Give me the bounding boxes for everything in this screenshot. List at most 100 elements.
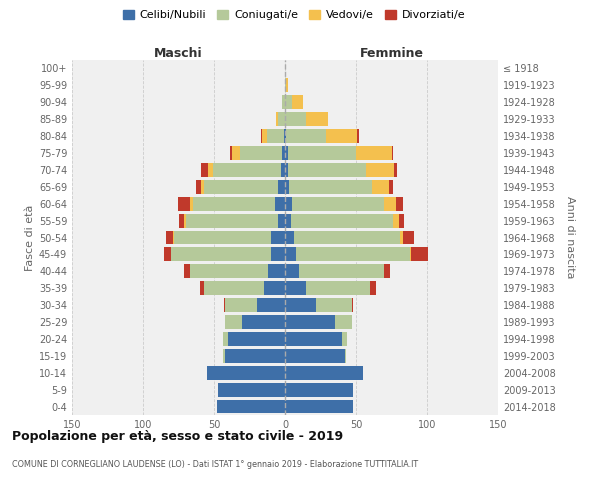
Bar <box>335 315 352 329</box>
Bar <box>285 248 296 262</box>
Bar <box>275 197 285 210</box>
Bar <box>285 400 353 413</box>
Bar <box>370 282 376 295</box>
Bar <box>264 282 285 295</box>
Bar <box>262 129 266 143</box>
Bar <box>307 282 370 295</box>
Bar <box>166 230 173 244</box>
Bar <box>208 163 212 177</box>
Bar <box>201 163 208 177</box>
Bar <box>284 129 285 143</box>
Bar <box>285 180 289 194</box>
Bar <box>277 112 278 126</box>
Bar <box>204 282 264 295</box>
Bar <box>278 112 285 126</box>
Bar <box>389 180 393 194</box>
Bar <box>190 264 268 278</box>
Bar <box>184 214 185 228</box>
Text: COMUNE DI CORNEGLIANO LAUDENSE (LO) - Dati ISTAT 1° gennaio 2019 - Elaborazione : COMUNE DI CORNEGLIANO LAUDENSE (LO) - Da… <box>12 460 418 469</box>
Bar <box>285 298 316 312</box>
Bar <box>290 214 393 228</box>
Bar <box>278 180 285 194</box>
Bar <box>296 248 410 262</box>
Bar <box>396 197 403 210</box>
Bar <box>193 197 275 210</box>
Bar <box>412 248 428 262</box>
Bar <box>223 349 226 363</box>
Bar <box>410 248 412 262</box>
Text: Popolazione per età, sesso e stato civile - 2019: Popolazione per età, sesso e stato civil… <box>12 430 343 443</box>
Bar <box>392 146 393 160</box>
Bar <box>223 332 228 346</box>
Bar <box>285 78 286 92</box>
Bar <box>398 214 404 228</box>
Bar <box>366 163 394 177</box>
Bar <box>228 332 285 346</box>
Bar <box>174 230 271 244</box>
Bar <box>293 230 400 244</box>
Bar <box>285 332 342 346</box>
Bar <box>190 197 193 210</box>
Bar <box>172 248 271 262</box>
Bar <box>403 230 414 244</box>
Bar <box>257 298 285 312</box>
Bar <box>226 349 285 363</box>
Bar <box>285 282 307 295</box>
Bar <box>358 129 359 143</box>
Bar <box>394 163 397 177</box>
Bar <box>266 129 284 143</box>
Bar <box>385 264 390 278</box>
Bar <box>201 180 204 194</box>
Bar <box>282 146 285 160</box>
Bar <box>278 214 285 228</box>
Bar <box>271 230 285 244</box>
Bar <box>356 146 392 160</box>
Bar <box>385 197 396 210</box>
Bar <box>344 349 346 363</box>
Bar <box>285 230 293 244</box>
Bar <box>217 400 285 413</box>
Bar <box>173 230 174 244</box>
Bar <box>285 264 299 278</box>
Bar <box>224 298 226 312</box>
Bar <box>226 298 257 312</box>
Bar <box>285 366 363 380</box>
Bar <box>352 298 353 312</box>
Bar <box>286 129 326 143</box>
Bar <box>285 315 335 329</box>
Bar <box>281 163 285 177</box>
Bar <box>285 197 292 210</box>
Bar <box>285 163 288 177</box>
Bar <box>400 230 403 244</box>
Bar <box>288 146 356 160</box>
Bar <box>393 214 398 228</box>
Bar <box>207 366 285 380</box>
Bar <box>371 180 389 194</box>
Bar <box>288 163 366 177</box>
Bar <box>185 214 278 228</box>
Bar <box>285 96 292 109</box>
Bar <box>200 282 204 295</box>
Bar <box>316 298 352 312</box>
Bar <box>184 264 190 278</box>
Bar <box>271 248 285 262</box>
Bar <box>289 180 371 194</box>
Bar <box>226 315 242 329</box>
Bar <box>230 146 232 160</box>
Y-axis label: Fasce di età: Fasce di età <box>25 204 35 270</box>
Bar <box>326 129 358 143</box>
Bar <box>242 315 285 329</box>
Bar <box>212 163 281 177</box>
Bar <box>261 129 262 143</box>
Text: Maschi: Maschi <box>154 47 203 60</box>
Bar <box>285 214 290 228</box>
Bar <box>218 382 285 396</box>
Text: Femmine: Femmine <box>359 47 424 60</box>
Bar <box>299 264 385 278</box>
Bar <box>232 146 239 160</box>
Bar <box>239 146 282 160</box>
Bar <box>285 349 344 363</box>
Bar <box>179 214 184 228</box>
Legend: Celibi/Nubili, Coniugati/e, Vedovi/e, Divorziati/e: Celibi/Nubili, Coniugati/e, Vedovi/e, Di… <box>118 6 470 25</box>
Bar <box>268 264 285 278</box>
